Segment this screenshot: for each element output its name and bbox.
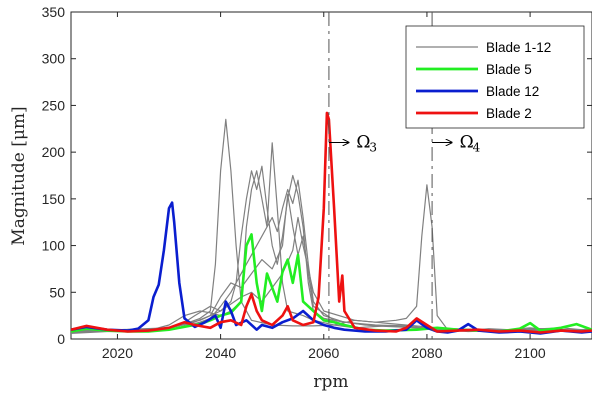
y-tick-label: 150 [42, 191, 66, 207]
legend-box [405, 25, 585, 129]
legend: Blade 1-12 Blade 5 Blade 12 Blade 2 [405, 25, 585, 129]
series-line-blade-grey-2 [71, 165, 592, 333]
y-tick-label: 250 [42, 97, 66, 113]
x-tick-label: 2080 [411, 345, 442, 361]
y-tick-label: 300 [42, 51, 66, 67]
legend-items: Blade 1-12 Blade 5 Blade 12 Blade 2 [416, 40, 551, 121]
x-tick-label: 2100 [515, 345, 546, 361]
series-line-blade-2 [71, 111, 592, 334]
omega-subscript: 3 [369, 140, 377, 154]
y-tick-label: 0 [57, 331, 65, 347]
ticks: 2020 2040 2060 2080 2100 0 50 100 150 200 250 300 35… [42, 4, 592, 361]
series-layer [71, 111, 592, 335]
x-tick-label: 2040 [205, 345, 236, 361]
legend-label: Blade 5 [486, 62, 532, 77]
y-axis-title: Magnitude [μm] [9, 106, 29, 245]
omega-label: Ω [460, 132, 474, 152]
y-tick-label: 100 [42, 238, 66, 254]
y-tick-label: 50 [49, 284, 65, 300]
x-axis-title: rpm [313, 372, 348, 392]
y-tick-label: 200 [42, 144, 66, 160]
omega-label: Ω [356, 132, 370, 152]
omega-subscript: 4 [473, 140, 481, 154]
legend-label: Blade 2 [486, 106, 532, 121]
y-tick-label: 350 [42, 4, 66, 20]
annotations: Ω3 Ω4 [328, 12, 481, 339]
legend-label: Blade 1-12 [486, 40, 551, 55]
x-tick-label: 2020 [102, 345, 133, 361]
x-tick-label: 2060 [308, 345, 339, 361]
legend-label: Blade 12 [486, 84, 539, 99]
